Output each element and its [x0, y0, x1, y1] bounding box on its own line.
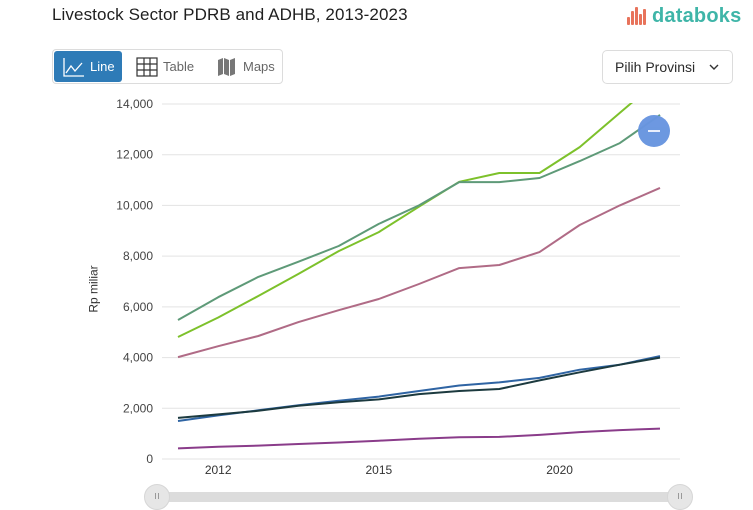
y-tick-label: 2,000	[123, 401, 153, 415]
brand-logo[interactable]: databoks	[626, 4, 741, 28]
series-lines	[177, 79, 661, 450]
tab-line[interactable]: Line	[54, 51, 122, 82]
tab-line-label: Line	[90, 59, 115, 74]
line-chart-icon	[63, 57, 84, 77]
chevron-down-icon	[709, 64, 719, 70]
x-tick-label: 2015	[365, 463, 392, 477]
y-tick-label: 10,000	[116, 198, 153, 212]
y-axis-ticks: 0 2,000 4,000 6,000 8,000 10,000 12,000 14,000	[116, 97, 153, 466]
chart-title: Livestock Sector PDRB and ADHB, 2013-202…	[52, 5, 408, 24]
series-line-2[interactable]	[177, 114, 661, 321]
databoks-logo-icon	[626, 4, 650, 28]
navigator-scrollbar[interactable]	[157, 492, 680, 502]
y-tick-label: 0	[146, 452, 153, 466]
line-chart: 02,0004,0006,0008,00010,00012,00014,000 …	[116, 79, 680, 477]
table-grid-icon	[136, 56, 158, 77]
province-select[interactable]: Pilih Provinsi	[602, 50, 733, 84]
x-tick-label: 2012	[205, 463, 232, 477]
y-tick-label: 8,000	[123, 249, 153, 263]
tab-table-label: Table	[163, 59, 195, 74]
province-select-label: Pilih Provinsi	[615, 59, 696, 75]
series-line-1[interactable]	[177, 79, 660, 338]
series-line-5[interactable]	[177, 356, 661, 419]
grid-lines	[162, 103, 680, 460]
y-tick-label: 14,000	[116, 97, 153, 111]
map-icon	[218, 57, 235, 76]
view-tabs: Line Table Maps	[52, 49, 283, 84]
tab-table[interactable]: Table	[136, 51, 194, 82]
tab-maps-label: Maps	[243, 59, 275, 74]
tab-maps[interactable]: Maps	[216, 51, 275, 82]
brand-name: databoks	[652, 4, 742, 27]
minus-icon	[648, 130, 660, 132]
navigator-handle-left[interactable]	[144, 484, 170, 510]
x-tick-label: 2020	[546, 463, 573, 477]
x-axis-ticks: 2012 2015 2020	[205, 463, 573, 477]
navigator-handle-right[interactable]	[667, 484, 693, 510]
y-tick-label: 12,000	[116, 148, 153, 162]
y-tick-label: 4,000	[123, 351, 153, 365]
series-line-6[interactable]	[177, 427, 661, 450]
series-line-3[interactable]	[177, 186, 661, 359]
reset-zoom-button[interactable]	[638, 115, 670, 147]
y-tick-label: 6,000	[123, 300, 153, 314]
